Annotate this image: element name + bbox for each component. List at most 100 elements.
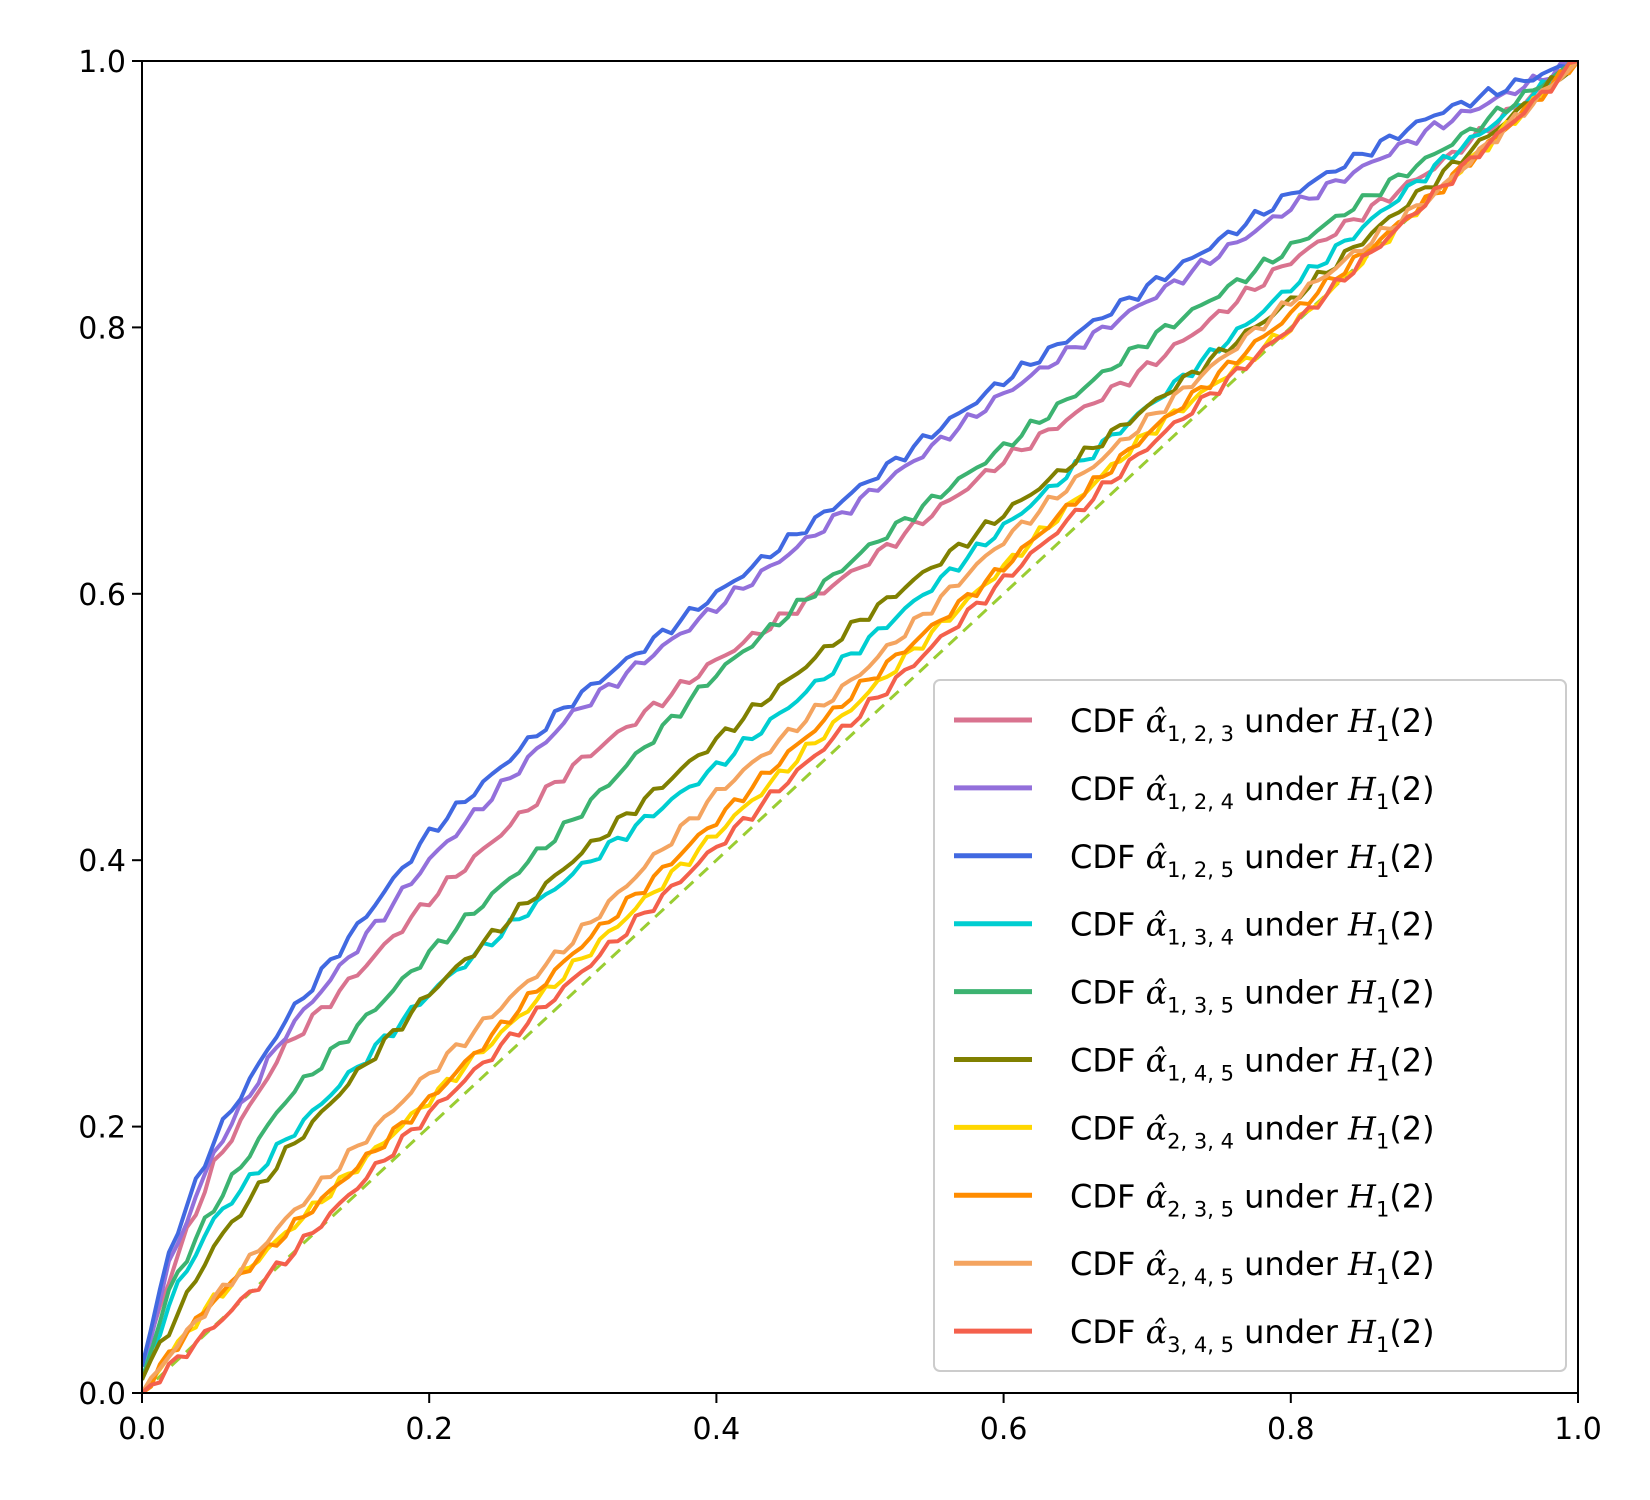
legend-hypothesis-sub: 1 [1376,1197,1389,1221]
reference-line [142,61,1578,1393]
legend-hypothesis: H [1347,1313,1377,1351]
legend-subscript: 1, 2, 4 [1167,790,1234,814]
legend-label: CDF α̂2, 4, 5 under H1(2) [1070,1245,1435,1289]
legend-symbol: α̂ [1146,974,1168,1012]
legend-symbol: α̂ [1146,1177,1168,1215]
legend-label: CDF α̂1, 4, 5 under H1(2) [1070,1042,1435,1086]
legend-subscript: 1, 3, 5 [1167,994,1234,1018]
legend-under: under [1234,838,1348,876]
legend-hypothesis-arg: (2) [1389,1109,1434,1147]
legend-hypothesis-arg: (2) [1389,702,1434,740]
y-tick-label: 0.2 [78,1111,126,1146]
legend-entry: CDF α̂1, 3, 5 under H1(2) [954,974,1435,1018]
legend-label: CDF α̂1, 2, 5 under H1(2) [1070,838,1435,882]
legend-entry: CDF α̂1, 2, 4 under H1(2) [954,770,1435,814]
y-tick-label: 0.8 [78,311,126,346]
series-line-3-4-5 [142,61,1578,1393]
legend-entry: CDF α̂3, 4, 5 under H1(2) [954,1313,1435,1357]
legend-prefix: CDF [1070,1109,1146,1147]
axes: 0.0 0.2 0.4 0.6 0.8 1.0 0.0 0.2 0.4 0.6 0.8 1.0 [78,45,1602,1447]
legend-symbol: α̂ [1146,1042,1168,1080]
legend-label: CDF α̂2, 3, 5 under H1(2) [1070,1177,1435,1221]
x-tick-label: 0.2 [405,1412,453,1447]
legend-symbol: α̂ [1146,770,1168,808]
y-tick-label: 1.0 [78,45,126,80]
legend-under: under [1234,1109,1348,1147]
legend-hypothesis-arg: (2) [1389,1313,1434,1351]
legend-label: CDF α̂3, 4, 5 under H1(2) [1070,1313,1435,1357]
legend-hypothesis-sub: 1 [1376,1333,1389,1357]
legend-hypothesis: H [1347,1042,1377,1080]
plot-area [142,61,1578,1393]
legend-hypothesis-sub: 1 [1376,1265,1389,1289]
y-tick-label: 0.6 [78,578,126,613]
series-line-1-3-5 [142,61,1578,1381]
legend-under: under [1234,770,1348,808]
x-tick-label: 1.0 [1554,1412,1602,1447]
y-tick-label: 0.4 [78,844,126,879]
series-line-1-2-4 [142,61,1578,1368]
legend-prefix: CDF [1070,770,1146,808]
legend-hypothesis: H [1347,838,1377,876]
legend-subscript: 2, 4, 5 [1167,1265,1234,1289]
legend-label: CDF α̂1, 2, 4 under H1(2) [1070,770,1435,814]
x-tick-label: 0.4 [693,1412,741,1447]
legend-entry: CDF α̂1, 4, 5 under H1(2) [954,1042,1435,1086]
legend-hypothesis-arg: (2) [1389,770,1434,808]
legend-under: under [1234,1313,1348,1351]
legend-symbol: α̂ [1146,838,1168,876]
legend-prefix: CDF [1070,974,1146,1012]
legend-under: under [1234,1245,1348,1283]
legend-hypothesis-arg: (2) [1389,906,1434,944]
legend-prefix: CDF [1070,1245,1146,1283]
legend-subscript: 2, 3, 5 [1167,1197,1234,1221]
legend-subscript: 1, 2, 3 [1167,722,1234,746]
legend-box [933,679,1567,1372]
axes-frame [141,60,1579,1394]
legend-hypothesis-sub: 1 [1376,1129,1389,1153]
legend-under: under [1234,702,1348,740]
legend-hypothesis: H [1347,1245,1377,1283]
legend-hypothesis-sub: 1 [1376,994,1389,1018]
legend-prefix: CDF [1070,1177,1146,1215]
legend-symbol: α̂ [1146,1245,1168,1283]
legend-prefix: CDF [1070,906,1146,944]
series-lines [142,61,1578,1393]
legend-prefix: CDF [1070,1313,1146,1351]
legend-prefix: CDF [1070,838,1146,876]
series-line-1-3-4 [142,61,1578,1381]
legend-entry: CDF α̂1, 2, 3 under H1(2) [954,702,1435,746]
legend-hypothesis: H [1347,1109,1377,1147]
series-line-2-3-5 [142,61,1578,1393]
legend-hypothesis-sub: 1 [1376,1062,1389,1086]
legend-entry: CDF α̂1, 3, 4 under H1(2) [954,906,1435,950]
legend-symbol: α̂ [1146,1109,1168,1147]
legend-hypothesis-arg: (2) [1389,1042,1434,1080]
legend-subscript: 3, 4, 5 [1167,1333,1234,1357]
legend-hypothesis-arg: (2) [1389,1245,1434,1283]
legend-under: under [1234,1177,1348,1215]
legend-hypothesis: H [1347,906,1377,944]
x-tick-label: 0.0 [118,1412,166,1447]
legend-label: CDF α̂1, 3, 5 under H1(2) [1070,974,1435,1018]
legend-hypothesis-arg: (2) [1389,1177,1434,1215]
legend-under: under [1234,1042,1348,1080]
legend-label: CDF α̂1, 3, 4 under H1(2) [1070,906,1435,950]
series-line-2-4-5 [142,61,1578,1393]
legend-subscript: 1, 4, 5 [1167,1062,1234,1086]
legend-hypothesis-arg: (2) [1389,838,1434,876]
legend-label: CDF α̂1, 2, 3 under H1(2) [1070,702,1435,746]
legend-symbol: α̂ [1146,702,1168,740]
legend-hypothesis: H [1347,974,1377,1012]
series-line-1-4-5 [142,61,1578,1381]
legend-under: under [1234,974,1348,1012]
series-line-1-2-3 [142,61,1578,1367]
x-tick-label: 0.8 [1267,1412,1315,1447]
legend-label: CDF α̂2, 3, 4 under H1(2) [1070,1109,1435,1153]
legend-hypothesis-sub: 1 [1376,790,1389,814]
legend-subscript: 1, 3, 4 [1167,926,1234,950]
y-tick-label: 0.0 [78,1377,126,1412]
legend-hypothesis: H [1347,1177,1377,1215]
legend-hypothesis: H [1347,702,1377,740]
